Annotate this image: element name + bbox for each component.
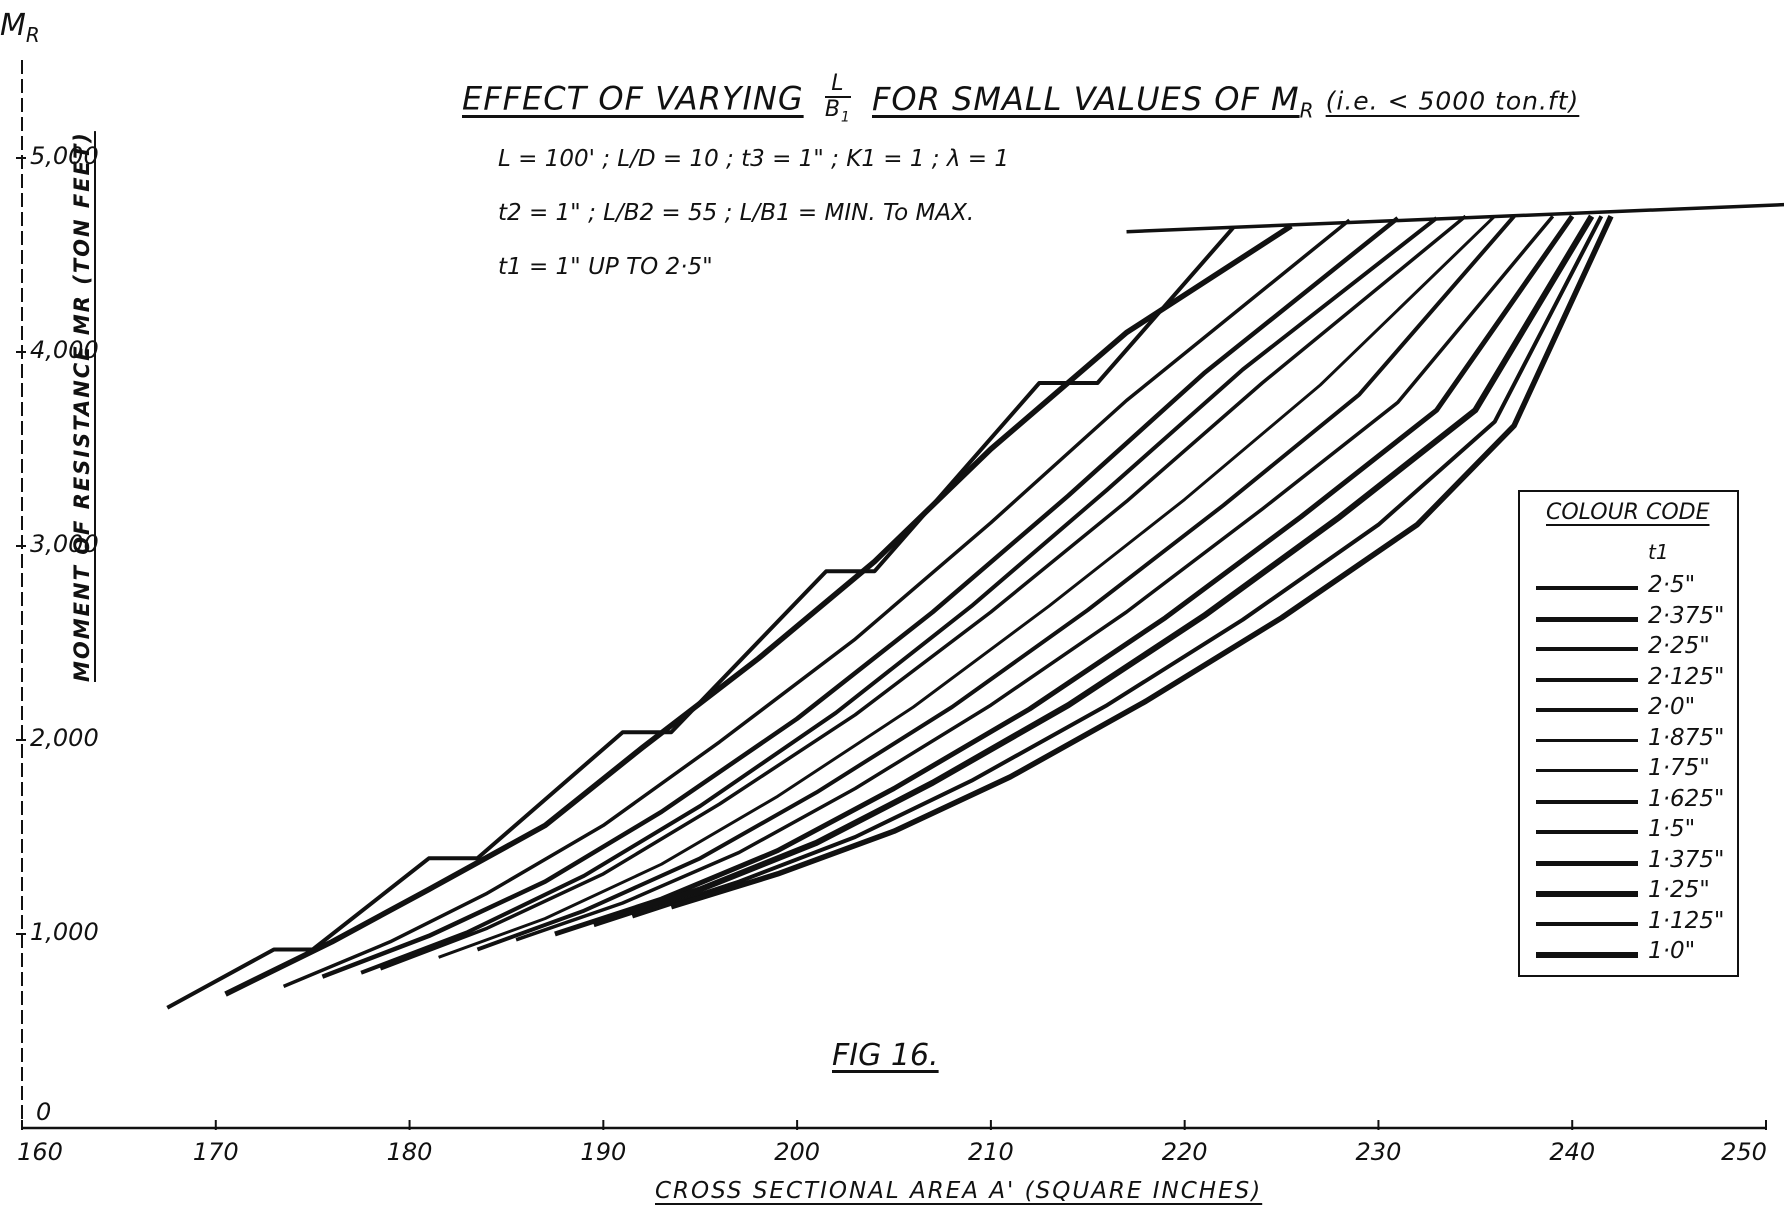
title-fraction: L B1	[824, 71, 851, 126]
legend-entry: 2·5"	[1518, 572, 1738, 602]
x-tick-label: 180	[386, 1138, 433, 1166]
y-tick-label: 5,000	[30, 142, 99, 170]
y-tick-label: 0	[36, 1098, 52, 1126]
title-main: EFFECT OF VARYING	[462, 79, 804, 118]
legend-label: 1·75"	[1648, 755, 1710, 781]
legend-label: 1·625"	[1648, 785, 1725, 812]
legend-swatch	[1536, 677, 1638, 682]
x-tick-label: 200	[774, 1138, 821, 1166]
title-note: (i.e. < 5000 ton.ft)	[1325, 86, 1580, 116]
x-tick-label: 210	[967, 1138, 1014, 1166]
series-line-7	[438, 215, 1496, 959]
x-tick-label: 240	[1549, 1138, 1596, 1166]
legend-swatch	[1536, 921, 1638, 926]
params-line-3: t1 = 1" UP TO 2·5"	[498, 254, 713, 280]
chart-title: EFFECT OF VARYING L B1 FOR SMALL VALUES …	[462, 72, 1579, 129]
series-line-6	[379, 214, 1467, 971]
legend-label: 1·875"	[1648, 724, 1725, 751]
legend-swatch	[1536, 738, 1638, 742]
y-axis-symbol: MR	[0, 8, 40, 47]
series-line-10	[554, 214, 1575, 937]
y-axis-label: MOMENT OF RESISTANCE MR (TON FEET)	[70, 131, 94, 682]
legend-box	[1518, 490, 1739, 977]
legend-entry: 2·0"	[1518, 694, 1738, 724]
legend-label: 2·125"	[1648, 663, 1725, 690]
legend-swatch	[1536, 860, 1638, 866]
x-tick-label: 190	[580, 1138, 627, 1166]
legend-swatch	[1536, 647, 1638, 651]
series-line-12	[631, 215, 1604, 919]
legend-label: 1·5"	[1648, 816, 1696, 842]
series-line-4	[321, 216, 1400, 979]
legend-swatch	[1536, 769, 1638, 772]
figure-label: FIG 16.	[832, 1038, 939, 1073]
x-tick-label: 250	[1721, 1138, 1767, 1166]
legend-entry: 1·75"	[1518, 755, 1738, 785]
legend-label: 2·5"	[1648, 572, 1696, 598]
legend-entry: 1·125"	[1518, 908, 1738, 938]
x-tick-label: 220	[1161, 1138, 1208, 1166]
legend-swatch	[1536, 616, 1638, 622]
legend-swatch	[1536, 891, 1638, 897]
series-line-1	[166, 226, 1235, 1010]
legend-swatch	[1536, 952, 1638, 958]
legend-entry: 1·375"	[1518, 847, 1738, 877]
x-tick-label: 160	[17, 1138, 63, 1166]
series-line-5	[360, 216, 1438, 975]
series-line-9	[515, 215, 1555, 942]
legend-entry: 2·25"	[1518, 633, 1738, 663]
y-tick-label: 1,000	[30, 918, 99, 946]
x-axis-label: CROSS SECTIONAL AREA A' (SQUARE INCHES)	[655, 1178, 1263, 1204]
legend-swatch	[1536, 830, 1638, 834]
series-layer	[166, 202, 1784, 1010]
y-tick-label: 2,000	[30, 724, 99, 752]
legend-entry: 2·375"	[1518, 603, 1738, 633]
legend-label: 2·25"	[1648, 633, 1710, 659]
y-tick-label: 3,000	[30, 530, 99, 558]
legend-label: 1·0"	[1648, 938, 1696, 964]
legend-subtitle: t1	[1648, 540, 1669, 564]
params-line-1: L = 100' ; L/D = 10 ; t3 = 1" ; K1 = 1 ;…	[498, 146, 1009, 172]
series-line-3	[282, 218, 1351, 989]
envelope-line	[1126, 202, 1784, 234]
series-line-2	[224, 223, 1293, 997]
legend-label: 2·0"	[1648, 694, 1696, 720]
title-rest: FOR SMALL VALUES OF MR	[872, 79, 1315, 123]
legend-title: COLOUR CODE	[1546, 500, 1710, 525]
legend-label: 2·375"	[1648, 602, 1725, 629]
series-line-11	[592, 214, 1595, 928]
legend-label: 1·125"	[1648, 907, 1725, 934]
axes	[16, 60, 1767, 1130]
x-tick-label: 230	[1355, 1138, 1402, 1166]
legend-swatch	[1536, 586, 1638, 590]
legend-entry: 1·625"	[1518, 786, 1738, 816]
x-tick-label: 170	[192, 1138, 239, 1166]
legend-label: 1·375"	[1648, 846, 1725, 873]
series-line-8	[476, 214, 1516, 952]
legend-entry: 2·125"	[1518, 664, 1738, 694]
y-tick-label: 4,000	[30, 336, 99, 364]
legend-swatch	[1536, 708, 1638, 712]
legend-entry: 1·25"	[1518, 877, 1738, 907]
legend-label: 1·25"	[1648, 877, 1710, 903]
legend-entry: 1·5"	[1518, 816, 1738, 846]
params-line-2: t2 = 1" ; L/B2 = 55 ; L/B1 = MIN. To MAX…	[498, 200, 975, 226]
series-line-13	[670, 215, 1614, 910]
legend-entry: 1·875"	[1518, 725, 1738, 755]
legend-entry: 1·0"	[1518, 938, 1738, 968]
legend-swatch	[1536, 799, 1638, 804]
